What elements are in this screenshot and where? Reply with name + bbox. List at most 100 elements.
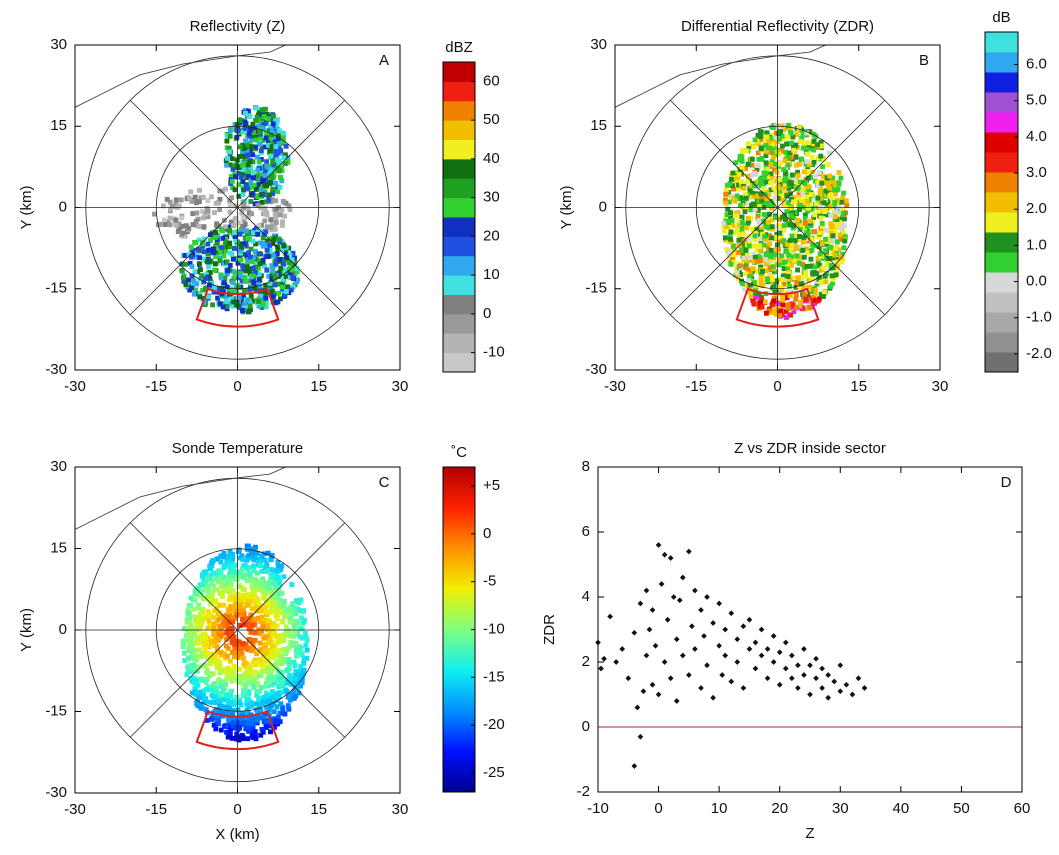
echo-pixel bbox=[218, 650, 224, 655]
echo-pixel bbox=[224, 138, 230, 144]
echo-pixel bbox=[207, 601, 213, 607]
echo-pixel bbox=[282, 292, 288, 298]
echo-pixel bbox=[752, 137, 758, 143]
echo-pixel bbox=[795, 173, 801, 178]
echo-pixel bbox=[772, 269, 778, 275]
echo-pixel bbox=[247, 616, 253, 622]
colorbar-frame bbox=[442, 61, 476, 373]
echo-pixel bbox=[809, 304, 815, 310]
echo-pixel bbox=[793, 257, 799, 263]
echo-pixel bbox=[256, 159, 262, 164]
echo-pixel bbox=[300, 635, 306, 641]
echo-pixel bbox=[289, 267, 295, 273]
echo-pixel bbox=[228, 668, 234, 673]
echo-pixel bbox=[251, 568, 257, 574]
echo-pixel bbox=[270, 241, 276, 247]
echo-pixel bbox=[768, 135, 774, 141]
echo-pixel bbox=[748, 207, 754, 213]
echo-pixel bbox=[219, 291, 225, 297]
echo-pixel bbox=[290, 620, 296, 626]
echo-pixel bbox=[265, 680, 271, 686]
echo-pixel bbox=[239, 651, 245, 657]
colorbar-unit: dB bbox=[992, 9, 1010, 26]
echo-pixel bbox=[757, 129, 763, 135]
echo-pixel bbox=[758, 180, 764, 186]
echo-pixel bbox=[250, 587, 256, 593]
echo-pixel bbox=[836, 181, 842, 187]
echo-pixel bbox=[223, 186, 229, 192]
echo-pixel bbox=[283, 629, 289, 634]
echo-pixel bbox=[192, 626, 198, 632]
echo-pixel bbox=[264, 212, 270, 218]
echo-pixel bbox=[737, 202, 743, 208]
echo-pixel bbox=[250, 641, 256, 647]
echo-pixel bbox=[232, 698, 237, 704]
echo-pixel bbox=[176, 221, 182, 227]
echo-pixel bbox=[262, 292, 268, 298]
echo-pixel bbox=[265, 140, 271, 146]
echo-pixel bbox=[747, 274, 753, 280]
echo-pixel bbox=[757, 203, 762, 209]
echo-pixel bbox=[736, 182, 742, 188]
y-axis-label: ZDR bbox=[541, 614, 558, 645]
echo-pixel bbox=[249, 192, 255, 198]
echo-pixel bbox=[248, 676, 254, 682]
echo-pixel bbox=[750, 298, 756, 304]
echo-pixel bbox=[250, 130, 256, 135]
echo-pixel bbox=[205, 241, 211, 247]
scatter-point bbox=[795, 662, 801, 669]
radar-image bbox=[615, 45, 940, 370]
echo-pixel bbox=[255, 587, 261, 592]
echo-pixel bbox=[229, 588, 235, 594]
echo-pixel bbox=[279, 610, 285, 616]
echo-pixel bbox=[208, 613, 214, 619]
echo-pixel bbox=[246, 113, 252, 119]
echo-pixel bbox=[253, 669, 259, 675]
echo-pixel bbox=[301, 667, 307, 673]
echo-pixel bbox=[201, 642, 207, 648]
echo-pixel bbox=[254, 173, 260, 179]
echo-pixel bbox=[224, 259, 230, 265]
echo-pixel bbox=[207, 621, 213, 627]
echo-pixel bbox=[833, 191, 838, 197]
echo-pixel bbox=[210, 302, 216, 308]
echo-pixel bbox=[199, 273, 205, 279]
echo-pixel bbox=[211, 570, 216, 576]
echo-pixel bbox=[816, 170, 822, 175]
echo-pixel bbox=[280, 710, 286, 716]
echo-pixel bbox=[279, 689, 285, 695]
echo-pixel bbox=[299, 615, 305, 621]
echo-pixel bbox=[294, 269, 300, 275]
echo-pixel bbox=[229, 295, 235, 301]
echo-pixel bbox=[199, 208, 205, 214]
echo-pixel bbox=[748, 293, 754, 299]
echo-pixel bbox=[739, 179, 744, 185]
echo-pixel bbox=[281, 574, 287, 580]
echo-pixel bbox=[798, 281, 804, 287]
echo-pixel bbox=[771, 298, 777, 304]
x-tick-label: 0 bbox=[654, 800, 662, 817]
echo-pixel bbox=[242, 278, 248, 284]
scatter-point bbox=[692, 646, 698, 652]
echo-pixel bbox=[233, 285, 239, 291]
echo-pixel bbox=[205, 251, 211, 257]
echo-pixel bbox=[240, 192, 246, 197]
echo-pixel bbox=[274, 691, 280, 697]
echo-pixel bbox=[268, 591, 274, 597]
echo-pixel bbox=[257, 261, 263, 267]
echo-pixel bbox=[764, 166, 770, 172]
echo-pixel bbox=[830, 233, 836, 239]
echo-pixel bbox=[242, 572, 248, 578]
echo-pixel bbox=[296, 690, 302, 696]
echo-pixel bbox=[841, 190, 847, 196]
echo-pixel bbox=[763, 160, 769, 166]
echo-pixel bbox=[219, 583, 224, 589]
echo-pixel bbox=[758, 281, 764, 287]
echo-pixel bbox=[243, 110, 248, 116]
echo-pixel bbox=[264, 159, 270, 165]
echo-pixel bbox=[256, 705, 262, 711]
echo-pixel bbox=[202, 662, 208, 668]
colorbar-segment bbox=[985, 292, 1018, 313]
colorbar-tick-label: +5 bbox=[483, 477, 500, 494]
echo-pixel bbox=[258, 646, 264, 652]
